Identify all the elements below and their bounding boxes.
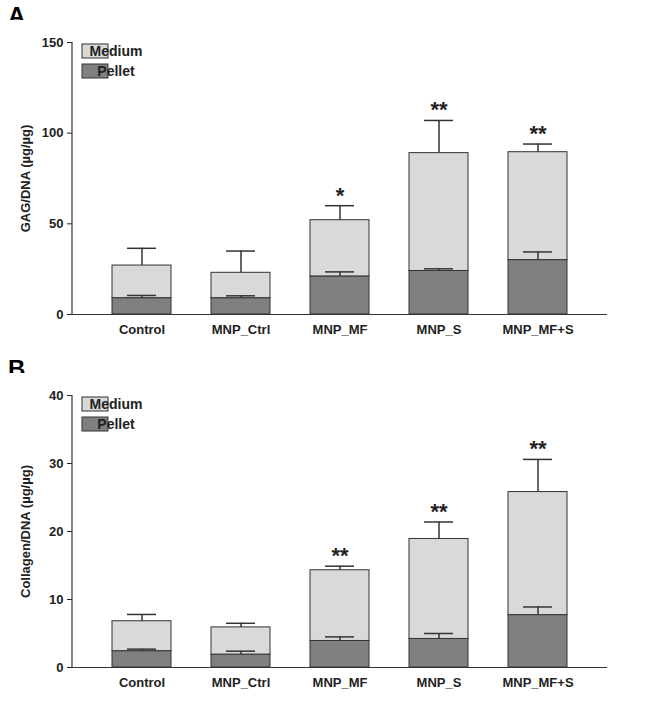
svg-text:MNP_MF+S: MNP_MF+S xyxy=(502,675,573,690)
svg-text:**: ** xyxy=(529,121,547,146)
svg-text:MNP_MF: MNP_MF xyxy=(313,322,368,337)
svg-text:Collagen/DNA (µg/µg): Collagen/DNA (µg/µg) xyxy=(18,465,33,598)
svg-text:0: 0 xyxy=(56,307,63,322)
html-text:A: A xyxy=(8,2,26,29)
svg-text:30: 30 xyxy=(49,456,63,471)
svg-text:Pellet: Pellet xyxy=(97,416,135,432)
svg-text:MNP_MF+S: MNP_MF+S xyxy=(502,322,573,337)
svg-text:**: ** xyxy=(529,436,547,461)
svg-text:**: ** xyxy=(430,97,448,122)
svg-text:20: 20 xyxy=(49,524,63,539)
svg-text:GAG/DNA (µg/µg): GAG/DNA (µg/µg) xyxy=(18,125,33,233)
svg-text:10: 10 xyxy=(49,592,63,607)
svg-text:Medium: Medium xyxy=(90,43,143,59)
svg-text:MNP_Ctrl: MNP_Ctrl xyxy=(212,675,271,690)
svg-text:MNP_MF: MNP_MF xyxy=(313,675,368,690)
svg-text:40: 40 xyxy=(49,388,63,403)
svg-text:100: 100 xyxy=(42,125,64,140)
svg-text:MNP_S: MNP_S xyxy=(417,322,462,337)
svg-text:Pellet: Pellet xyxy=(97,63,135,79)
svg-text:**: ** xyxy=(430,499,448,524)
svg-text:MNP_Ctrl: MNP_Ctrl xyxy=(212,322,271,337)
svg-text:Control: Control xyxy=(119,322,165,337)
svg-text:MNP_S: MNP_S xyxy=(417,675,462,690)
svg-text:0: 0 xyxy=(56,660,63,675)
svg-text:Medium: Medium xyxy=(90,396,143,412)
svg-text:50: 50 xyxy=(49,216,63,231)
svg-text:*: * xyxy=(336,183,345,208)
svg-text:150: 150 xyxy=(42,35,64,50)
svg-text:Control: Control xyxy=(119,675,165,690)
svg-text:**: ** xyxy=(331,543,349,568)
html-text:B: B xyxy=(8,355,26,382)
